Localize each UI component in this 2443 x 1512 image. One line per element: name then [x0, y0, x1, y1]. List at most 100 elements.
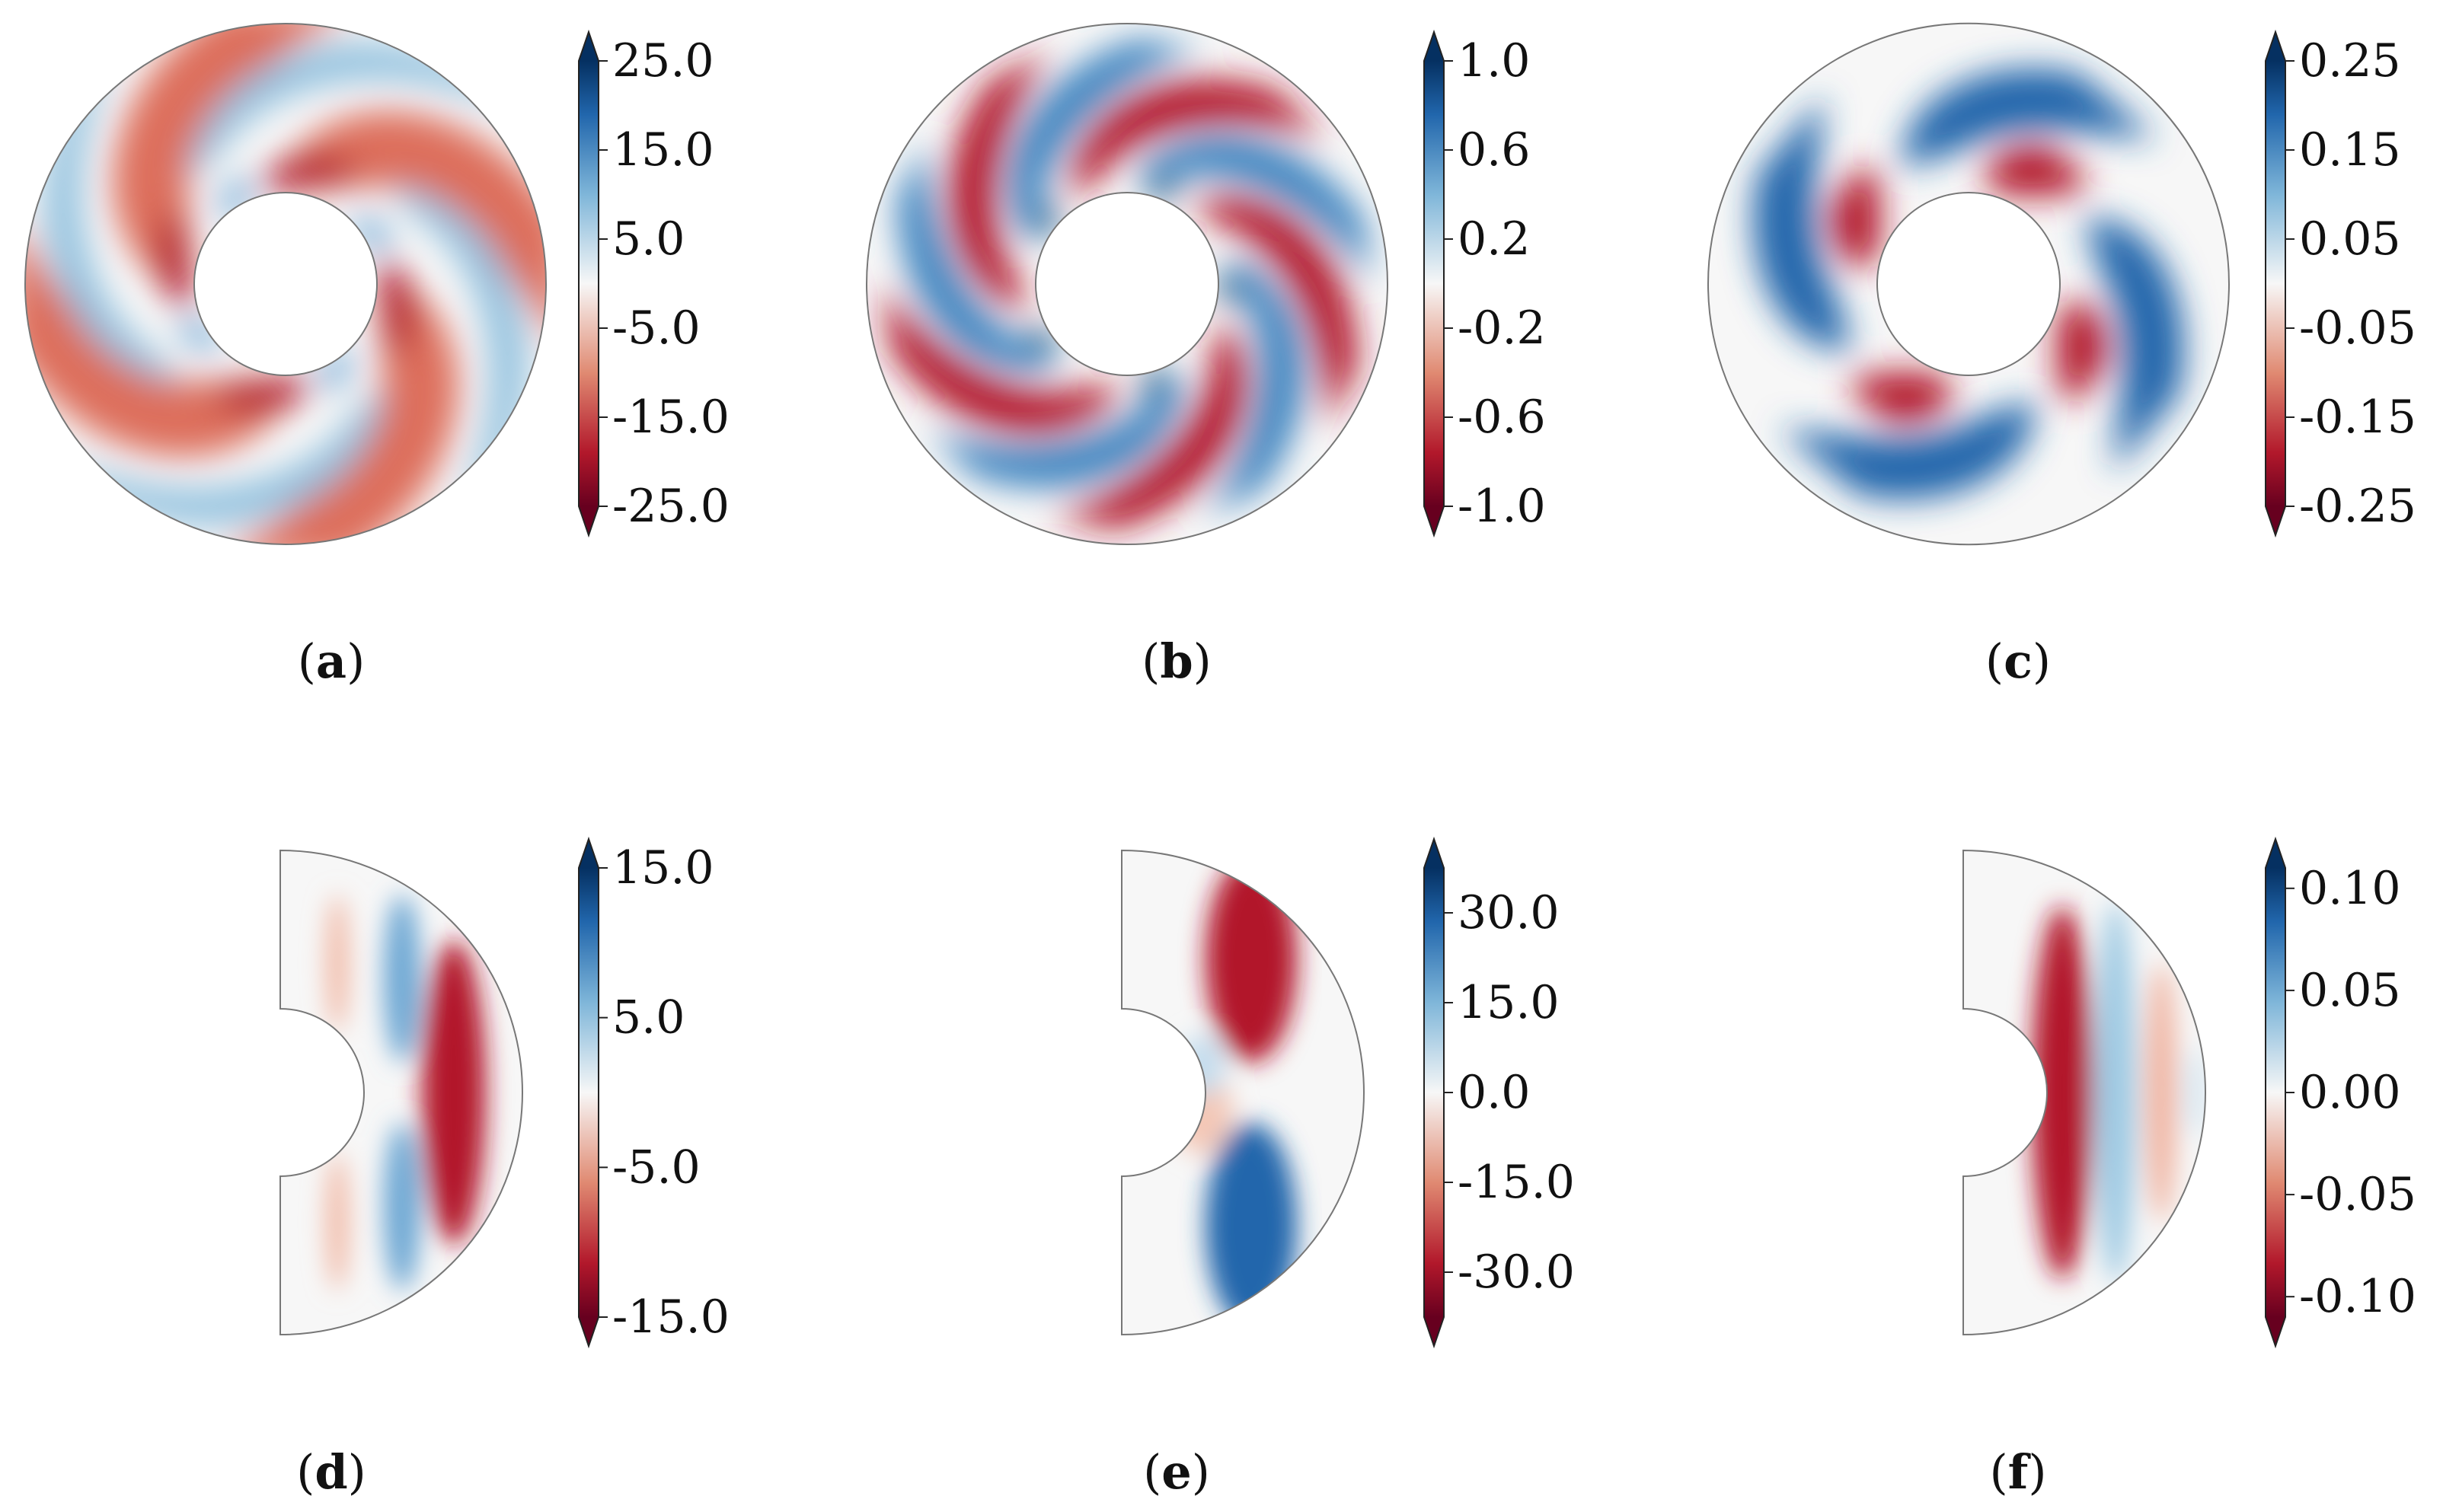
- negative-arm: [948, 50, 1053, 313]
- colorbar: 0.10 0.05 0.00 -0.05 -0.10: [2265, 836, 2416, 1349]
- colorbar-tick-label: 0.25: [2299, 34, 2401, 88]
- positive-arm: [45, 56, 180, 384]
- colorbar-tick-label: -0.25: [2299, 480, 2416, 533]
- colorbar-tick-label: 0.15: [2299, 123, 2401, 177]
- negative-column: [2032, 906, 2093, 1279]
- positive-arm: [1203, 257, 1304, 517]
- weak-negative-column: [2146, 963, 2176, 1222]
- domain-outline: [1962, 849, 2206, 1336]
- colorbar-tick-label: 5.0: [612, 991, 685, 1045]
- colorbar: 30.0 15.0 0.0 -15.0 -30.0: [1423, 836, 1575, 1349]
- positive-lobe-south: [1206, 1123, 1297, 1329]
- inner-negative-lobe: [153, 203, 194, 306]
- colorbar-gradient: [1424, 868, 1444, 1317]
- domain-outline: [865, 23, 1389, 545]
- inner-positive-lobe: [219, 177, 252, 219]
- colorbar-extend-min: [2266, 1317, 2285, 1346]
- inner-positive-lobe: [350, 218, 392, 250]
- colorbar: 0.25 0.15 0.05 -0.05 -0.15 -0.25: [2265, 29, 2416, 538]
- colorbar-tick-label: -0.6: [1458, 391, 1546, 444]
- positive-arm: [186, 43, 514, 179]
- field-structures: [2032, 902, 2205, 1283]
- colorbar-tick-label: 15.0: [612, 841, 714, 895]
- panel-b: 1.0 0.6 0.2 -0.2 -0.6 -1.0 (b): [865, 23, 1546, 689]
- panel-label: (b): [1142, 633, 1212, 689]
- colorbar-tick-label: 0.05: [2299, 212, 2401, 266]
- colorbar-tick-label: -5.0: [612, 301, 701, 355]
- positive-arm: [1902, 69, 2158, 169]
- positive-arm: [2084, 218, 2184, 474]
- inner-negative-lobe: [263, 152, 366, 193]
- positive-column-south: [384, 1123, 420, 1290]
- panel-label: (f): [1989, 1444, 2046, 1500]
- colorbar-extend-min: [579, 1317, 599, 1346]
- positive-arm: [57, 389, 385, 525]
- negative-lobe: [1829, 164, 1882, 267]
- colorbar-tick-label: -15.0: [1458, 1156, 1575, 1209]
- weak-negative-south: [327, 1153, 348, 1290]
- negative-arm: [1068, 79, 1327, 196]
- panel-d: 15.0 5.0 -5.0 -15.0 (d): [279, 836, 730, 1500]
- colorbar-tick-label: 30.0: [1458, 886, 1560, 939]
- colorbar-tick-label: 0.6: [1458, 123, 1530, 177]
- colorbar-tick-label: 0.0: [1458, 1066, 1530, 1119]
- colorbar-gradient: [2266, 868, 2285, 1317]
- colorbar-gradient: [2266, 61, 2285, 506]
- field-structures: [1753, 69, 2184, 499]
- colorbar-tick-label: 1.0: [1458, 34, 1530, 88]
- colorbar-tick-label: -15.0: [612, 391, 730, 444]
- colorbar: 15.0 5.0 -5.0 -15.0: [578, 836, 730, 1349]
- colorbar-tick-label: -15.0: [612, 1290, 730, 1344]
- colorbar: 25.0 15.0 5.0 -5.0 -15.0 -25.0: [578, 29, 730, 538]
- field: [1708, 24, 2229, 544]
- negative-lobe: [2055, 301, 2108, 404]
- inner-positive-lobe: [1215, 275, 1238, 305]
- colorbar-tick-label: -0.05: [2299, 1168, 2416, 1221]
- negative-arm: [1193, 195, 1358, 430]
- colorbar-tick-label: -5.0: [612, 1140, 701, 1194]
- colorbar-tick-label: 5.0: [612, 212, 685, 266]
- colorbar-extend-max: [579, 32, 599, 61]
- inner-positive-lobe: [1140, 365, 1165, 394]
- panel-label: (a): [298, 633, 366, 689]
- field-structures: [327, 895, 486, 1290]
- negative-arm: [882, 282, 1123, 434]
- field: [25, 24, 546, 544]
- weak-negative-north: [327, 895, 348, 1032]
- positive-arm: [897, 140, 1060, 372]
- positive-column: [2096, 902, 2135, 1283]
- positive-arm: [929, 373, 1186, 488]
- weak-negative-center: [1171, 1070, 1232, 1153]
- panel-f: 0.10 0.05 0.00 -0.05 -0.10 (f): [1962, 836, 2416, 1500]
- positive-arm: [391, 184, 526, 512]
- colorbar-extend-max: [1424, 32, 1444, 61]
- colorbar-frame: [2265, 836, 2286, 1349]
- colorbar-tick-label: -0.15: [2299, 391, 2416, 444]
- negative-column: [422, 940, 486, 1245]
- field: [280, 850, 522, 1335]
- panel-label: (d): [296, 1444, 366, 1500]
- panel-label: (c): [1985, 633, 2051, 689]
- panel-label: (e): [1143, 1444, 1210, 1500]
- positive-column-north: [384, 895, 420, 1062]
- domain-outline: [24, 23, 548, 545]
- colorbar-extend-min: [2266, 506, 2285, 535]
- positive-arm: [1132, 136, 1372, 283]
- colorbar-tick-label: -25.0: [612, 480, 730, 533]
- domain-outline: [279, 849, 523, 1336]
- negative-lobe-north: [1206, 856, 1297, 1062]
- inner-positive-lobe: [319, 349, 352, 391]
- field: [867, 24, 1388, 544]
- colorbar-tick-label: -0.05: [2299, 301, 2416, 355]
- panel-c: 0.25 0.15 0.05 -0.05 -0.15 -0.25 (c): [1707, 23, 2416, 689]
- inner-negative-lobe: [205, 375, 308, 416]
- field-background: [25, 24, 546, 544]
- colorbar-extend-max: [2266, 32, 2285, 61]
- inner-positive-lobe: [1146, 180, 1181, 202]
- negative-arm: [1049, 321, 1247, 529]
- colorbar-tick-label: 0.05: [2299, 964, 2401, 1017]
- colorbar-gradient: [579, 61, 599, 506]
- colorbar-gradient: [579, 868, 599, 1317]
- colorbar-extend-max: [2266, 839, 2285, 868]
